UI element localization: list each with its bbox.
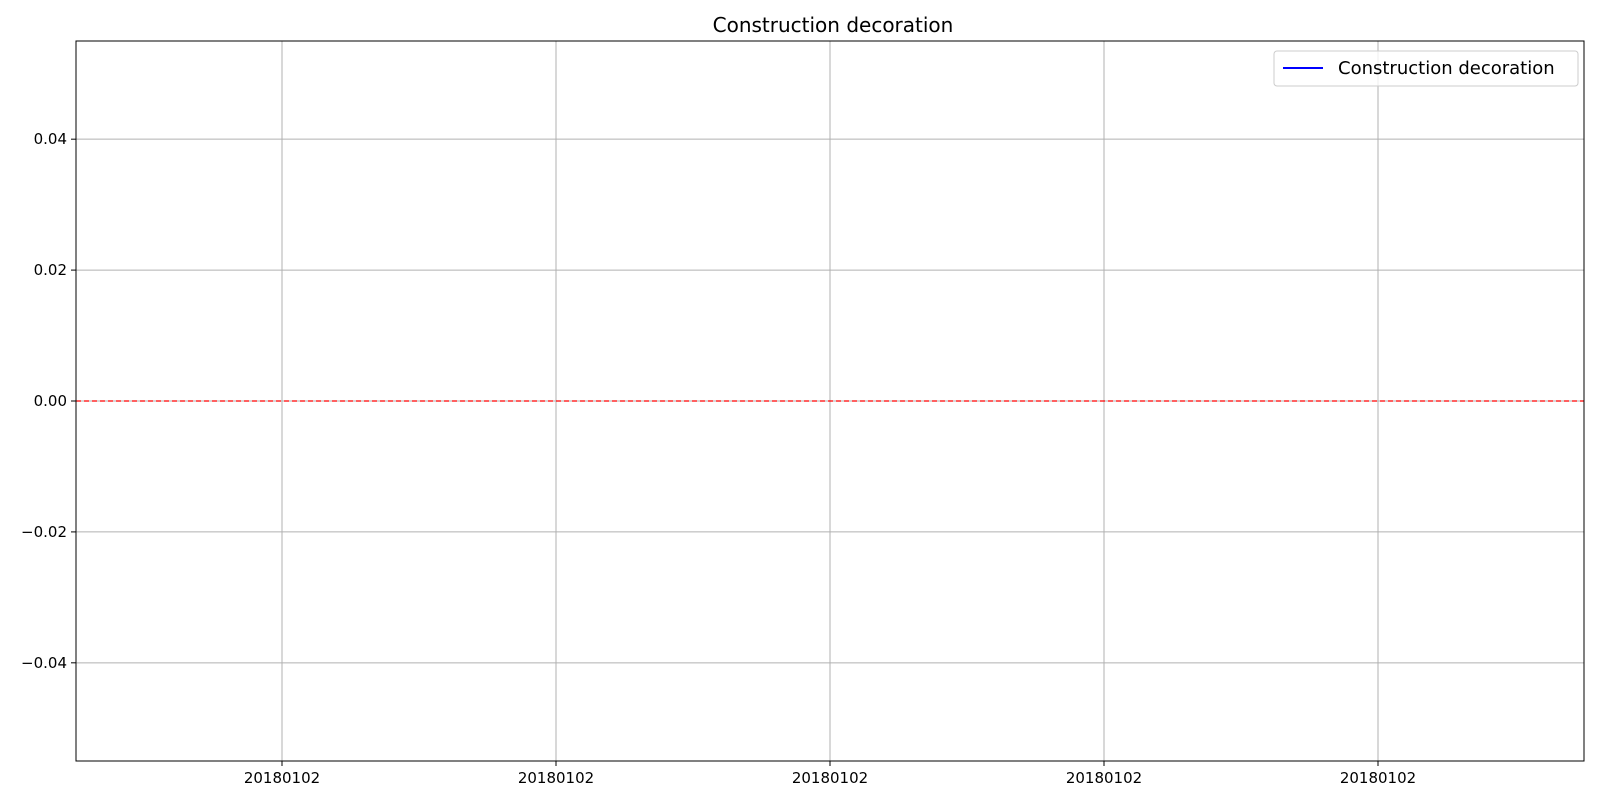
x-tick-label: 20180102: [244, 769, 320, 787]
x-tick-label: 20180102: [1066, 769, 1142, 787]
chart-title: Construction decoration: [713, 13, 954, 37]
y-axis-ticks: −0.04 −0.02 0.00 0.02 0.04: [21, 130, 76, 672]
legend-box: [1273, 50, 1579, 87]
x-tick-label: 20180102: [792, 769, 868, 787]
legend-label: Construction decoration: [1338, 58, 1555, 79]
y-tick-label: −0.02: [21, 523, 67, 541]
y-tick-label: −0.04: [21, 654, 67, 672]
x-tick-label: 20180102: [518, 769, 594, 787]
y-tick-label: 0.04: [34, 130, 67, 148]
grid-lines: [76, 41, 1584, 761]
y-tick-label: 0.00: [34, 392, 67, 410]
y-tick-label: 0.02: [34, 261, 67, 279]
x-axis-ticks: 20180102 20180102 20180102 20180102 20180102: [244, 761, 1416, 787]
legend: Construction decoration: [1273, 50, 1579, 87]
x-tick-label: 20180102: [1340, 769, 1416, 787]
